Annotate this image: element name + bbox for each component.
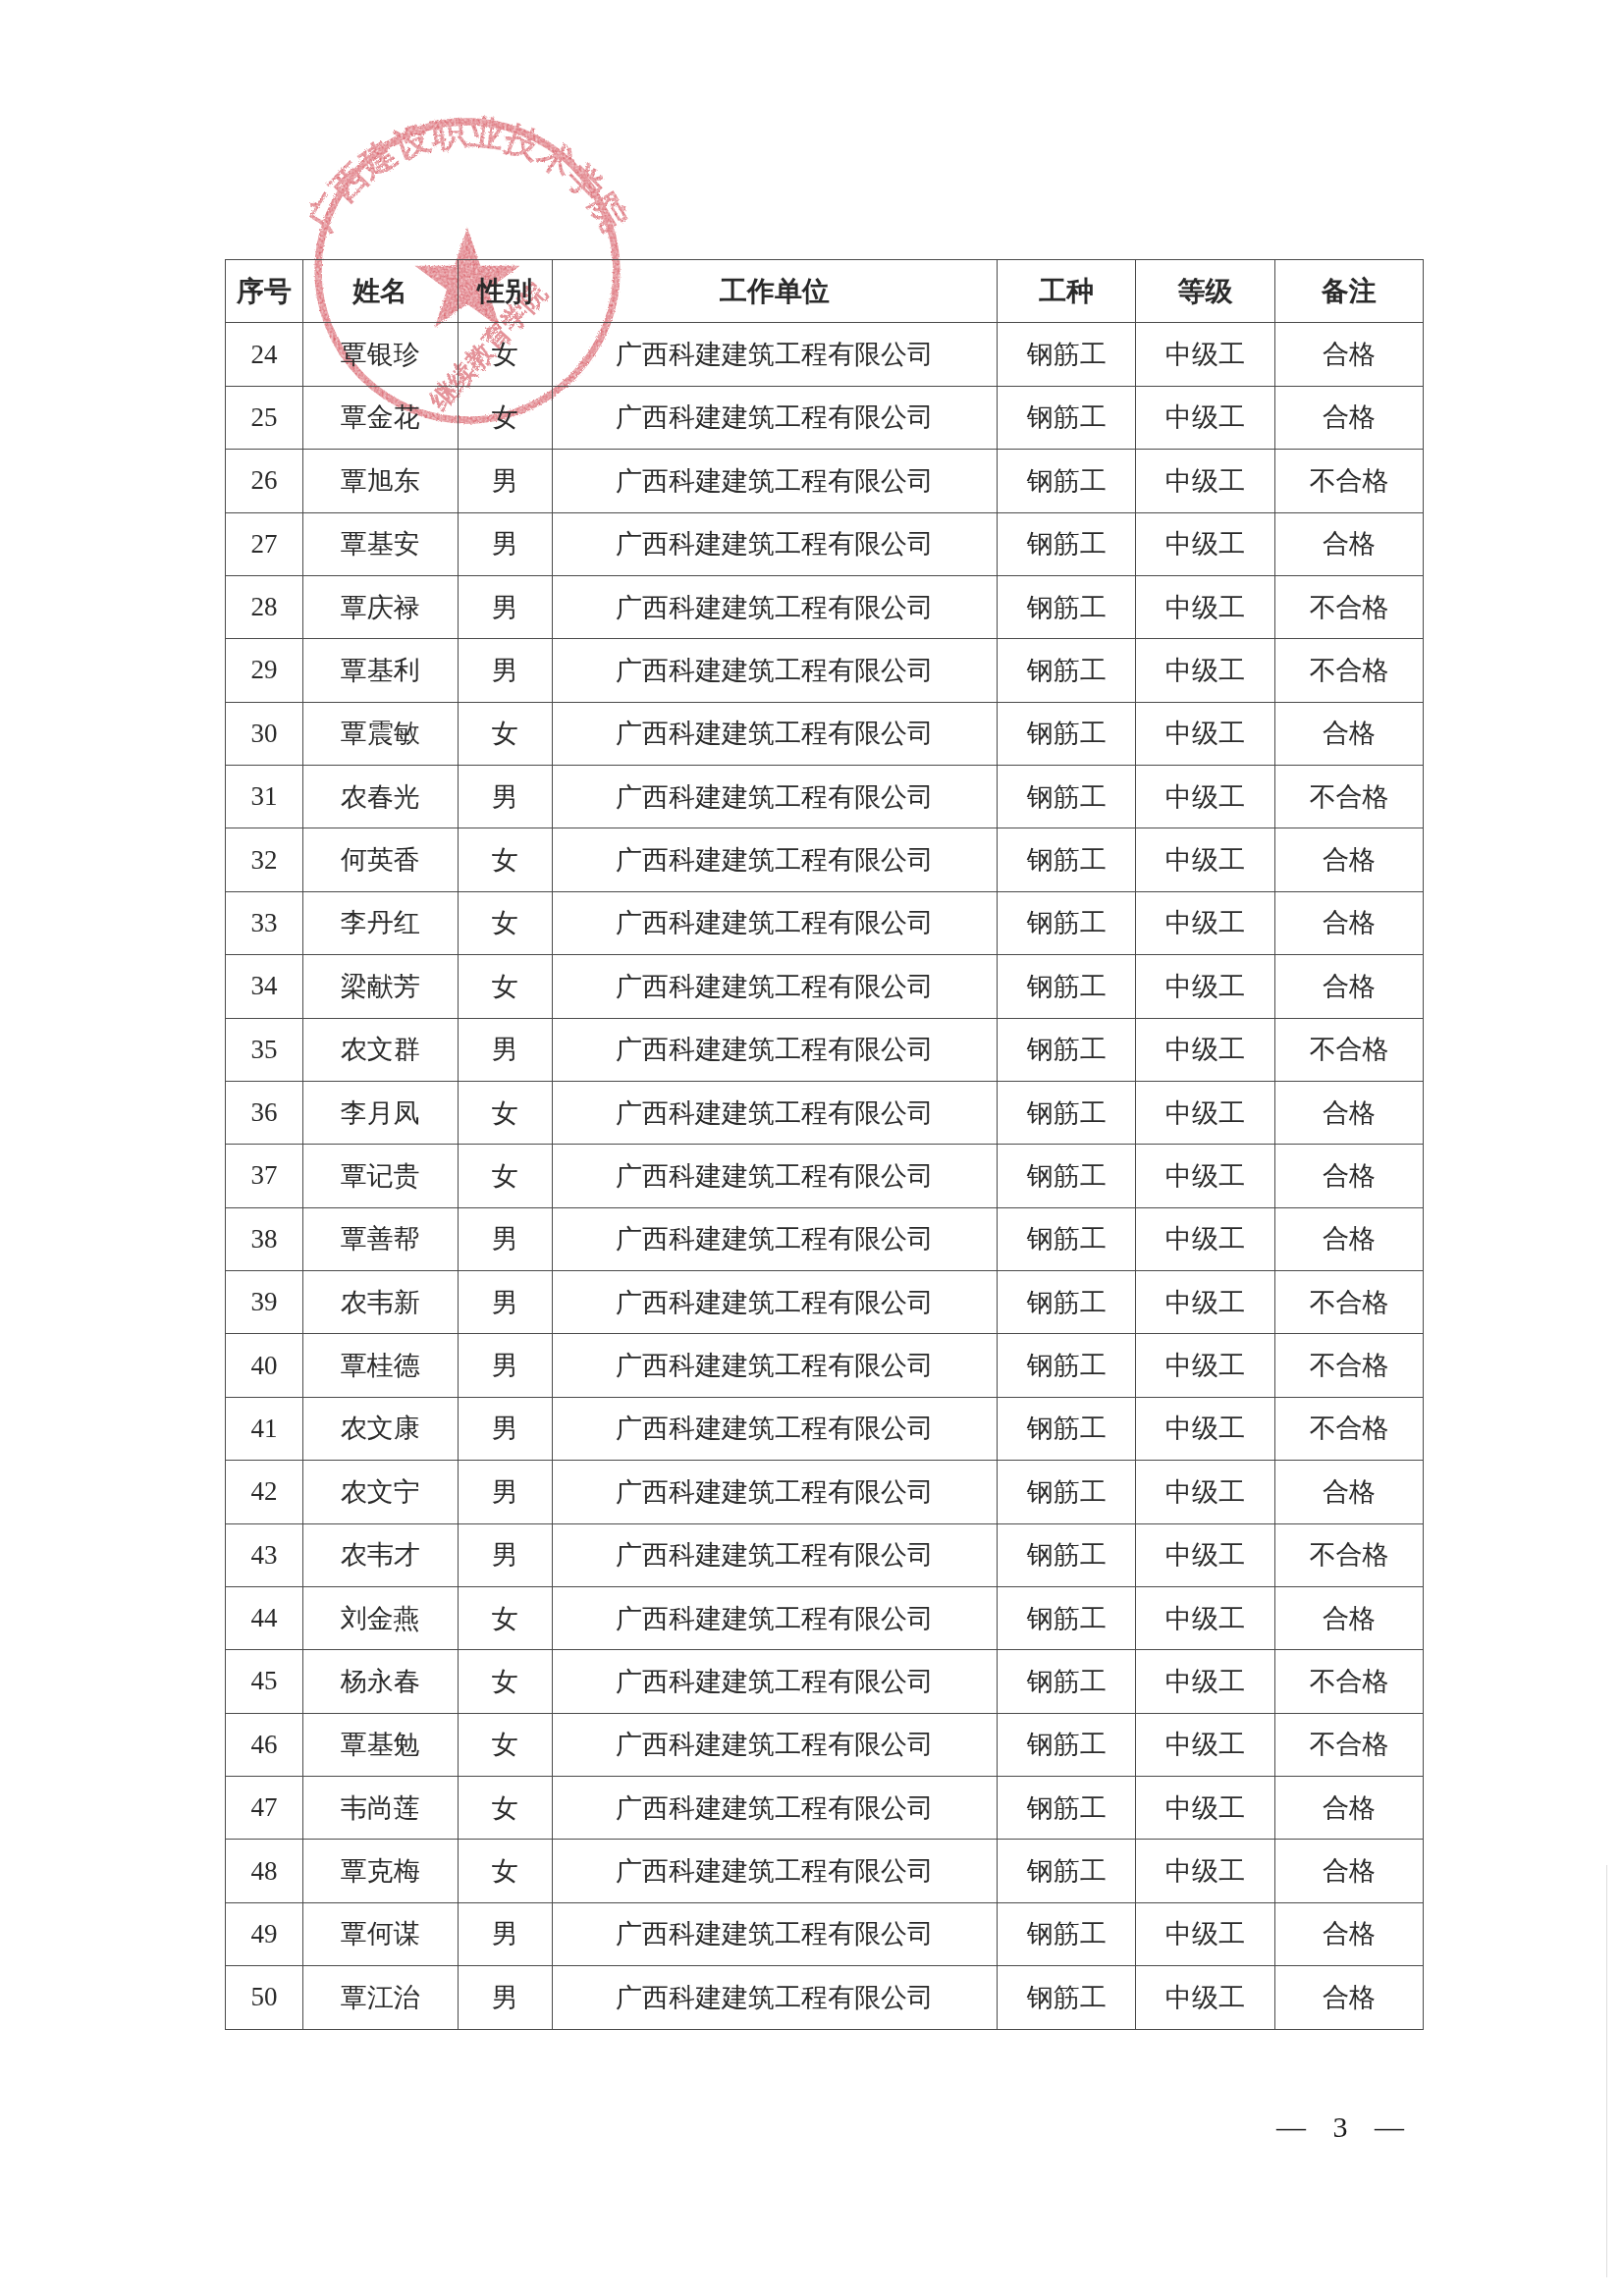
svg-text:广西建设职业技术学院: 广西建设职业技术学院 xyxy=(300,112,634,238)
